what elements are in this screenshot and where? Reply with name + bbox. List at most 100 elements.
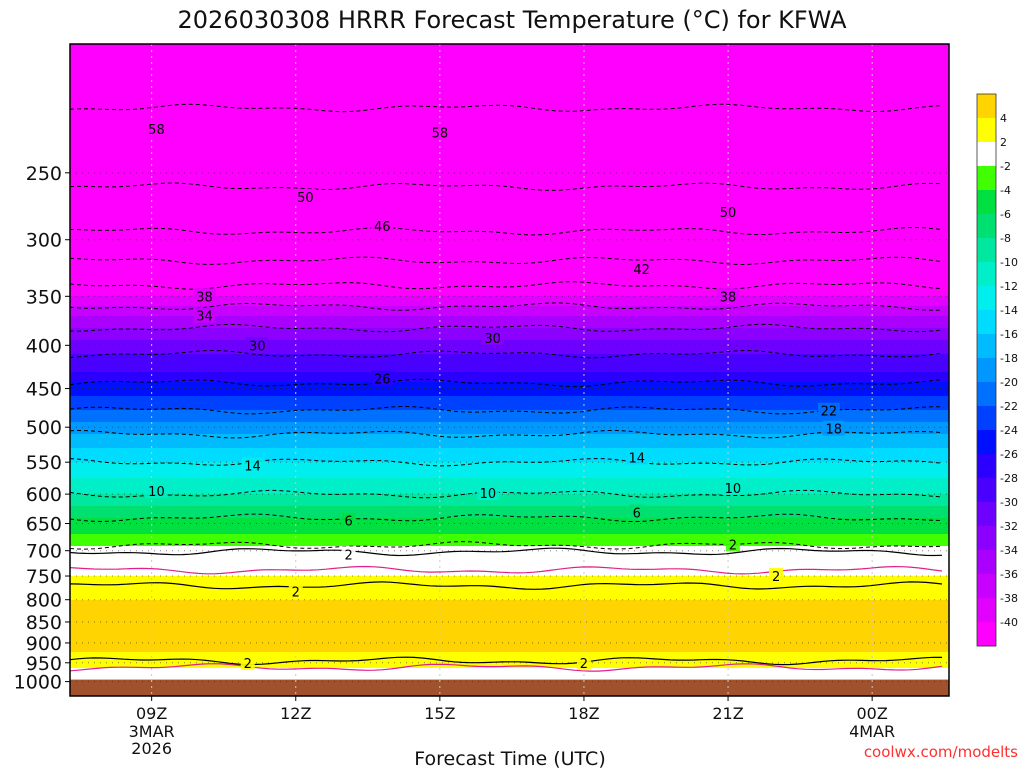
temperature-band — [70, 632, 949, 635]
temperature-band — [70, 474, 949, 477]
colorbar-label: -14 — [1000, 304, 1018, 317]
temperature-band — [70, 482, 949, 485]
temperature-band — [70, 628, 949, 631]
temperature-band — [70, 332, 949, 335]
colorbar-label: -18 — [1000, 352, 1018, 365]
colorbar-label: -4 — [1000, 184, 1011, 197]
colorbar-label: -28 — [1000, 472, 1018, 485]
temperature-band — [70, 556, 949, 559]
contour-label-bg — [717, 288, 740, 304]
temperature-band — [70, 96, 949, 99]
temperature-band — [70, 524, 949, 527]
contour-label: 6 — [633, 507, 641, 522]
temperature-band — [70, 254, 949, 257]
temperature-band — [70, 616, 949, 619]
contour-label-bg — [193, 288, 216, 304]
temperature-band — [70, 658, 949, 661]
temperature-band — [70, 594, 949, 597]
colorbar-swatch — [977, 382, 996, 407]
temperature-band — [70, 328, 949, 331]
y-tick-label: 950 — [26, 653, 62, 675]
contour-label: 30 — [484, 332, 501, 347]
colorbar-label: -8 — [1000, 232, 1011, 245]
temperature-band — [70, 206, 949, 209]
x-tick-label: 21Z — [712, 704, 743, 723]
temperature-band — [70, 402, 949, 405]
temperature-band — [70, 422, 949, 425]
temperature-band — [70, 558, 949, 561]
temperature-band — [70, 568, 949, 571]
temperature-band — [70, 256, 949, 259]
temperature-band — [70, 602, 949, 605]
temperature-fill — [70, 44, 949, 696]
temperature-band — [70, 502, 949, 505]
temperature-band — [70, 506, 949, 509]
y-tick-label: 800 — [26, 590, 62, 612]
ground-fill — [70, 679, 949, 696]
x-tick-sublabel: 4MAR — [849, 722, 895, 741]
colorbar-label: -40 — [1000, 616, 1018, 629]
contour-label: 2 — [292, 585, 300, 600]
temperature-band — [70, 316, 949, 319]
temperature-band — [70, 584, 949, 587]
temperature-band — [70, 56, 949, 59]
temperature-band — [70, 340, 949, 343]
temperature-band — [70, 222, 949, 225]
y-tick-label: 900 — [26, 633, 62, 655]
temperature-band — [70, 622, 949, 625]
y-tick-label: 650 — [26, 514, 62, 536]
temperature-band — [70, 250, 949, 253]
temperature-band — [70, 466, 949, 469]
temperature-band — [70, 138, 949, 141]
temperature-band — [70, 540, 949, 543]
plus-two-contour — [70, 656, 943, 666]
colorbar-swatch — [977, 478, 996, 503]
contour-label: 58 — [432, 127, 449, 142]
colorbar-swatch — [977, 454, 996, 479]
contour-label-bg — [294, 188, 317, 204]
temperature-band — [70, 248, 949, 251]
temperature-band — [70, 70, 949, 73]
temperature-band — [70, 426, 949, 429]
temperature-band — [70, 434, 949, 437]
temperature-band — [70, 242, 949, 245]
temperature-band — [70, 442, 949, 445]
contour-label: 10 — [725, 482, 742, 497]
temperature-band — [70, 230, 949, 233]
temperature-band — [70, 44, 949, 47]
temperature-band — [70, 470, 949, 473]
temperature-band — [70, 310, 949, 313]
temperature-band — [70, 438, 949, 441]
colorbar-swatch — [977, 166, 996, 191]
temperature-band — [70, 68, 949, 71]
temperature-band — [70, 246, 949, 249]
isotherm-line — [70, 458, 943, 467]
temperature-band — [70, 404, 949, 407]
temperature-band — [70, 314, 949, 317]
temperature-band — [70, 300, 949, 303]
colorbar-swatch — [977, 190, 996, 215]
temperature-band — [70, 142, 949, 145]
temperature-band — [70, 472, 949, 475]
temperature-band — [70, 158, 949, 161]
temperature-band — [70, 288, 949, 291]
temperature-band — [70, 670, 949, 673]
temperature-band — [70, 236, 949, 239]
contour-label: 14 — [244, 460, 261, 475]
temperature-band — [70, 390, 949, 393]
temperature-band — [70, 640, 949, 643]
temperature-band — [70, 200, 949, 203]
x-tick-label: 18Z — [568, 704, 599, 723]
freezing-line — [70, 663, 943, 672]
temperature-band — [70, 264, 949, 267]
temperature-band — [70, 214, 949, 217]
temperature-band — [70, 172, 949, 175]
temperature-band — [70, 270, 949, 273]
temperature-band — [70, 492, 949, 495]
temperature-band — [70, 286, 949, 289]
temperature-band — [70, 290, 949, 293]
contour-label: 38 — [720, 290, 737, 305]
temperature-band — [70, 88, 949, 91]
plus-two-contour — [70, 581, 943, 590]
temperature-band — [70, 100, 949, 103]
